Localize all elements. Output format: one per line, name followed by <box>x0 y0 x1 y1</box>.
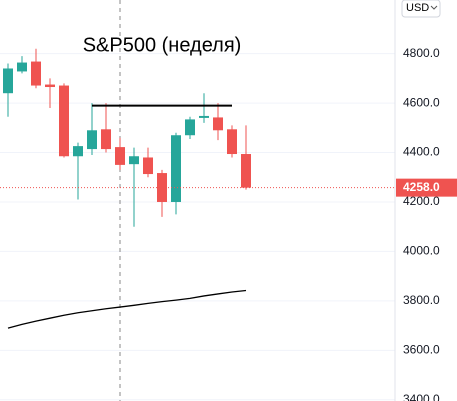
currency-button[interactable] <box>401 0 441 18</box>
candle-body <box>171 135 181 202</box>
candle-body <box>101 129 111 150</box>
candle-body <box>59 85 69 157</box>
y-tick-label: 3400.0 <box>403 392 440 401</box>
candle-body <box>199 115 209 118</box>
moving-average <box>7 289 247 329</box>
candle-body <box>73 146 83 157</box>
y-tick-label: 4800.0 <box>403 46 440 60</box>
candle-body <box>3 68 13 94</box>
y-tick-label: 4400.0 <box>403 145 440 159</box>
dropdown-icon[interactable] <box>430 5 438 10</box>
candle-body <box>227 129 237 155</box>
candle-body <box>115 147 125 165</box>
y-tick-label: 4200.0 <box>403 194 440 208</box>
candle-body <box>31 61 41 86</box>
last-price-box <box>396 178 457 197</box>
y-tick-label: 3800.0 <box>403 293 440 307</box>
candle-body <box>143 157 153 175</box>
chart-title: S&P500 (неделя) <box>83 34 242 56</box>
candle-body <box>17 62 27 72</box>
candle-body <box>87 130 97 150</box>
candle-body <box>129 156 139 165</box>
candle-body <box>241 154 251 188</box>
y-tick-label: 3600.0 <box>403 342 440 356</box>
y-tick-label: 4600.0 <box>403 95 440 109</box>
candle-body <box>45 84 55 88</box>
candle-body <box>213 117 223 131</box>
currency[interactable]: USD <box>406 2 429 14</box>
candle-body <box>185 119 195 136</box>
y-tick-label: 4000.0 <box>403 244 440 258</box>
last-price-label: 4258.0 <box>403 180 440 194</box>
